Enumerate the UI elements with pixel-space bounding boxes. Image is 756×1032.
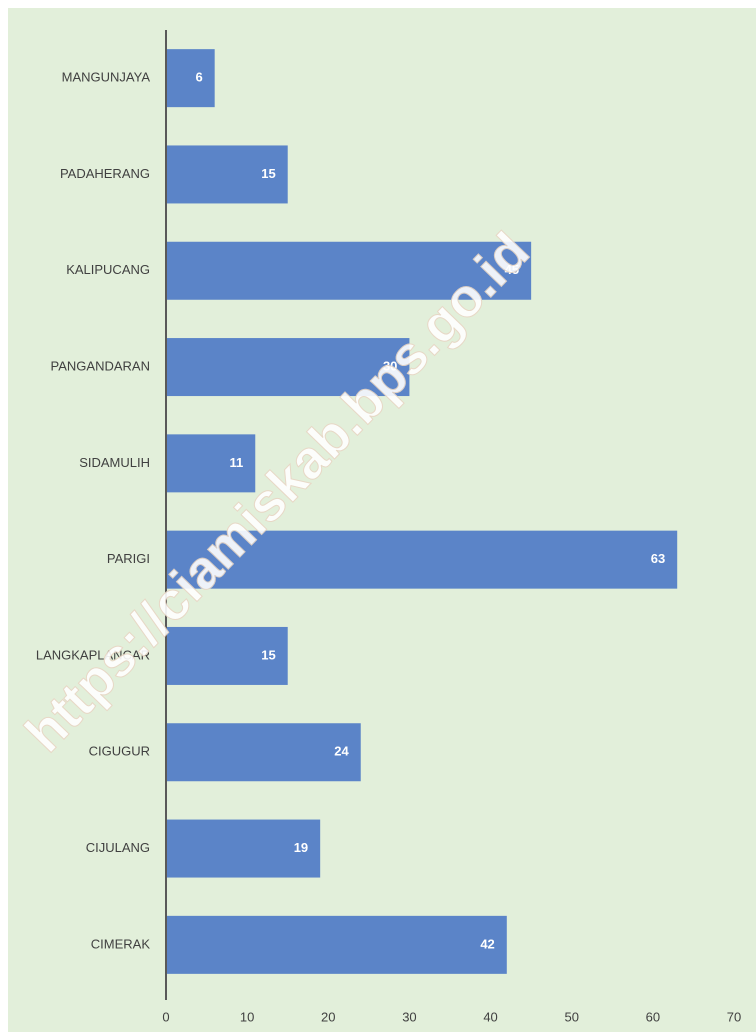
x-tick-label: 70 <box>727 1009 741 1024</box>
x-tick-label: 0 <box>162 1009 169 1024</box>
value-label: 42 <box>480 936 494 951</box>
y-tick-label: PANGANDARAN <box>51 358 150 373</box>
bar <box>166 49 215 108</box>
value-label: 11 <box>230 455 244 470</box>
y-tick-label: CIGUGUR <box>89 744 150 759</box>
x-tick-label: 40 <box>483 1009 497 1024</box>
y-tick-label: KALIPUCANG <box>66 262 150 277</box>
y-tick-label: CIJULANG <box>86 840 150 855</box>
y-tick-label: MANGUNJAYA <box>62 70 151 85</box>
y-tick-label: PARIGI <box>107 551 150 566</box>
bar <box>166 626 288 685</box>
bar <box>166 819 321 878</box>
bar <box>166 338 410 397</box>
bar <box>166 145 288 204</box>
x-tick-label: 10 <box>240 1009 254 1024</box>
bar <box>166 530 678 589</box>
y-tick-label: CIMERAK <box>91 936 151 951</box>
x-tick-label: 50 <box>564 1009 578 1024</box>
y-tick-label: LANGKAPLANCAR <box>36 647 150 662</box>
bar <box>166 915 507 974</box>
value-label: 63 <box>651 551 665 566</box>
bar <box>166 723 361 782</box>
value-label: 30 <box>383 358 397 373</box>
value-label: 19 <box>294 840 308 855</box>
x-tick-label: 60 <box>646 1009 660 1024</box>
x-tick-label: 30 <box>402 1009 416 1024</box>
value-label: 15 <box>261 166 275 181</box>
value-label: 6 <box>195 70 202 85</box>
bar <box>166 241 532 300</box>
bar <box>166 434 256 493</box>
y-tick-label: SIDAMULIH <box>79 455 150 470</box>
value-label: 24 <box>334 744 349 759</box>
value-label: 15 <box>261 647 275 662</box>
plot-background <box>8 8 756 1032</box>
x-tick-label: 20 <box>321 1009 335 1024</box>
y-tick-label: PADAHERANG <box>60 166 150 181</box>
value-label: 45 <box>505 262 519 277</box>
